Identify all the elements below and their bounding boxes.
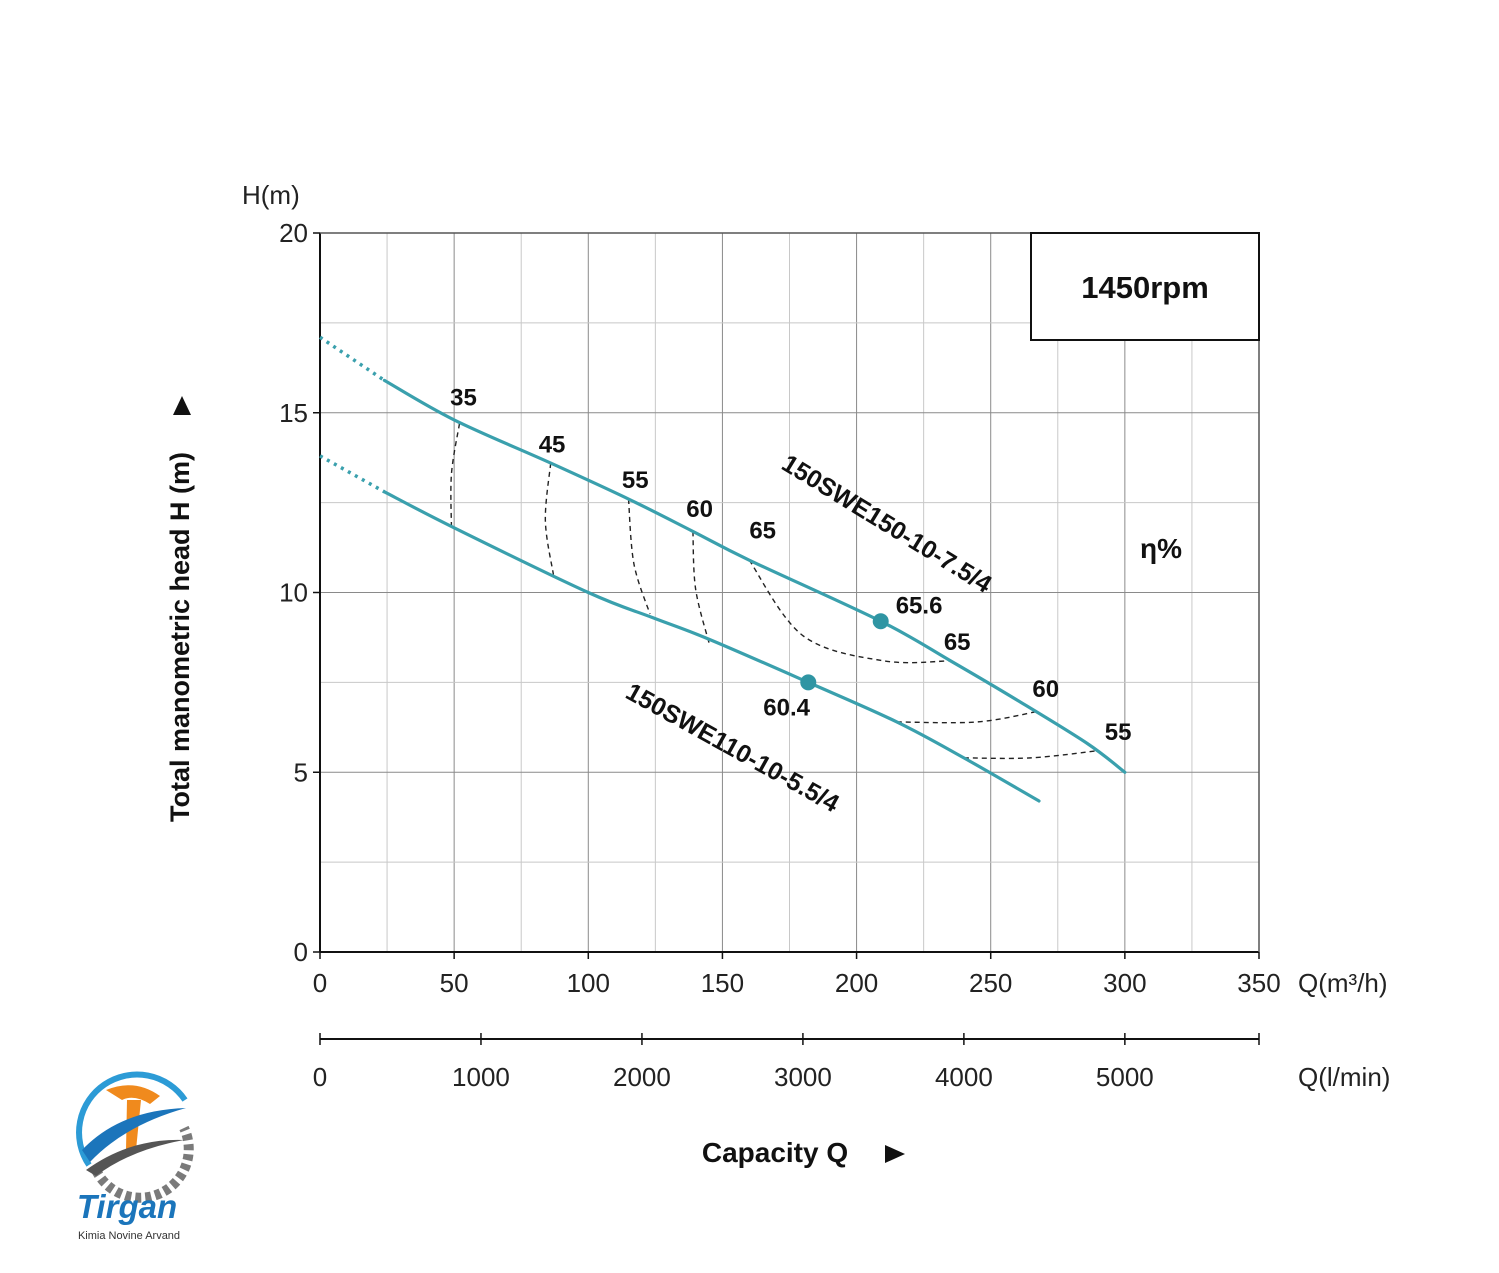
- logo-gear-icon: [91, 1125, 194, 1203]
- x2-tick-label: 4000: [935, 1062, 993, 1092]
- logo-tagline: Kimia Novine Arvand: [78, 1230, 180, 1242]
- efficiency-symbol: η%: [1140, 533, 1182, 564]
- bep-label: 65.6: [896, 592, 943, 619]
- x-tick-label: 300: [1103, 968, 1146, 998]
- bep-label: 60.4: [763, 694, 810, 721]
- x2-tick-label: 5000: [1096, 1062, 1154, 1092]
- y-unit-label: H(m): [242, 180, 300, 210]
- logo-brand: Tirgan: [77, 1188, 177, 1225]
- best-efficiency-points: [800, 613, 889, 691]
- logo-swoosh-icon: [82, 1108, 186, 1162]
- x2-tick-label: 3000: [774, 1062, 832, 1092]
- curves: [319, 335, 1127, 803]
- y-tick-label: 20: [279, 218, 308, 248]
- logo-ring-icon: [76, 1071, 188, 1167]
- x-tick-label: 50: [440, 968, 469, 998]
- y-tick-label: 0: [294, 937, 308, 967]
- efficiency-label: 65: [944, 629, 971, 656]
- x-tick-label: 350: [1237, 968, 1280, 998]
- logo-t-bar-icon: [106, 1085, 160, 1104]
- efficiency-contour-55: [627, 498, 651, 615]
- x-tick-label: 100: [567, 968, 610, 998]
- bep-marker: [800, 674, 817, 691]
- efficiency-label: 60: [686, 496, 713, 523]
- x-tick-label: 250: [969, 968, 1012, 998]
- efficiency-label: 65: [749, 518, 776, 545]
- efficiency-label: 45: [539, 431, 566, 458]
- x-unit-secondary: Q(l/min): [1298, 1062, 1390, 1092]
- curve-150SWE150-10-7.5/4: [382, 378, 1127, 774]
- y-axis-arrow-icon: [173, 396, 191, 415]
- series-name-label: 150SWE110-10-5.5/4: [621, 678, 844, 818]
- y-tick-label: 15: [279, 398, 308, 428]
- efficiency-contour-65: [748, 559, 951, 664]
- efficiency-contour-60: [896, 710, 1040, 724]
- speed-box: [1030, 232, 1260, 341]
- efficiency-label: 55: [1105, 719, 1132, 746]
- logo-swoosh2-icon: [86, 1139, 184, 1176]
- speed-label: 1450rpm: [1081, 270, 1209, 305]
- curve-extension-1: [319, 335, 386, 382]
- series-name-label: 150SWE150-10-7.5/4: [777, 449, 997, 599]
- labels: 35 45 55 60 65 65 60 55 65.6 60.4 150SWE150-10-7.5…: [450, 385, 1131, 819]
- efficiency-label: 60: [1032, 676, 1059, 703]
- grid: [320, 233, 1259, 952]
- curve-150SWE110-10-5.5/4: [382, 490, 1041, 803]
- y-tick-label: 10: [279, 578, 308, 608]
- x-tick-label: 0: [313, 968, 327, 998]
- y-tick-label: 5: [294, 757, 308, 787]
- x-unit-primary: Q(m³/h): [1298, 968, 1388, 998]
- efficiency-contour-55: [963, 749, 1099, 760]
- efficiency-contour-60: [692, 531, 710, 643]
- efficiency-label: 35: [450, 385, 477, 412]
- x2-tick-label: 2000: [613, 1062, 671, 1092]
- efficiency-contour-45: [544, 463, 555, 575]
- x-tick-label: 200: [835, 968, 878, 998]
- x-axis-title: Capacity Q: [702, 1137, 848, 1168]
- curve-extension-2: [319, 454, 386, 494]
- y-axis-title: Total manometric head H (m): [165, 452, 195, 822]
- bep-marker: [872, 613, 889, 630]
- x-axis-arrow-icon: [885, 1145, 905, 1163]
- x-tick-label: 150: [701, 968, 744, 998]
- efficiency-contour-35: [450, 423, 461, 528]
- tirgan-logo: Tirgan Kimia Novine Arvand: [76, 1071, 194, 1242]
- x2-tick-label: 0: [313, 1062, 327, 1092]
- efficiency-contours: [450, 423, 1099, 760]
- x2-tick-label: 1000: [452, 1062, 510, 1092]
- efficiency-label: 55: [622, 467, 649, 494]
